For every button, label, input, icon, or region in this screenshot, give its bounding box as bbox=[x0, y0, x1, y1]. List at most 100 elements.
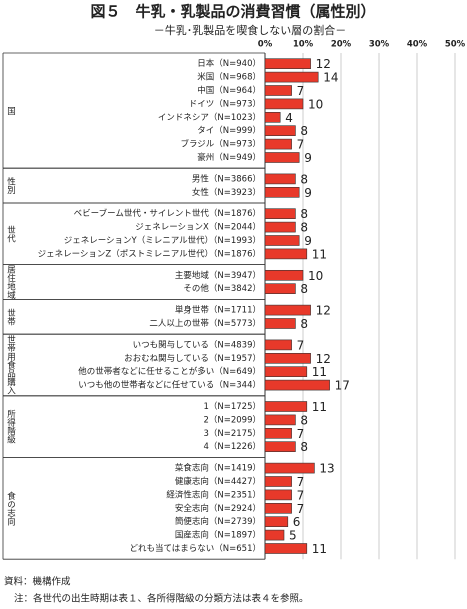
bar bbox=[264, 221, 296, 233]
y-tick-label: ベビーブーム世代・サイレント世代（N=1876） bbox=[74, 208, 261, 219]
x-tick-label: 0% bbox=[258, 40, 273, 50]
value-label: 7 bbox=[297, 488, 305, 502]
bar bbox=[264, 339, 292, 351]
value-label: 8 bbox=[300, 172, 308, 186]
value-label: 8 bbox=[300, 207, 308, 221]
value-label: 17 bbox=[335, 379, 350, 393]
value-label: 7 bbox=[297, 338, 305, 352]
y-tick-label: 菜食志向（N=1419） bbox=[175, 463, 261, 474]
group-label: 世帯用食品購入 bbox=[6, 335, 16, 395]
y-tick-label: 中国（N=964） bbox=[197, 85, 261, 96]
bar bbox=[264, 138, 292, 150]
value-label: 10 bbox=[308, 269, 323, 283]
bar bbox=[264, 462, 315, 474]
value-label: 9 bbox=[304, 234, 312, 248]
value-label: 7 bbox=[297, 427, 305, 441]
y-tick-label: ブラジル（N=973） bbox=[180, 139, 261, 150]
y-tick-label: 豪州（N=949） bbox=[197, 152, 261, 163]
value-label: 8 bbox=[300, 124, 308, 138]
value-label: 14 bbox=[323, 71, 338, 85]
group-label: 世帯 bbox=[6, 308, 16, 327]
y-tick-label: 米国（N=968） bbox=[197, 72, 261, 83]
bar bbox=[264, 235, 300, 246]
bar bbox=[264, 208, 296, 219]
bar bbox=[264, 304, 311, 316]
value-label: 12 bbox=[316, 352, 331, 366]
bar bbox=[264, 112, 281, 123]
value-label: 7 bbox=[297, 84, 305, 98]
value-label: 7 bbox=[297, 502, 305, 516]
value-label: 8 bbox=[300, 282, 308, 296]
bar bbox=[264, 248, 308, 260]
chart-subtitle: －牛乳･乳製品を喫食しない層の割合－ bbox=[154, 23, 347, 37]
value-label: 9 bbox=[304, 151, 312, 165]
value-label: 9 bbox=[304, 186, 312, 200]
y-tick-label: 2（N=2099） bbox=[203, 414, 261, 425]
bar bbox=[264, 379, 330, 391]
value-label: 13 bbox=[319, 462, 334, 476]
y-tick-label: 1（N=1725） bbox=[203, 401, 261, 412]
bar bbox=[264, 476, 292, 487]
group-label: 食の志向 bbox=[6, 491, 16, 526]
y-tick-label: 二人以上の世帯（N=5773） bbox=[149, 318, 261, 329]
group-label: 世代 bbox=[6, 225, 16, 244]
y-tick-label: おおむね関与している（N=1957） bbox=[124, 353, 261, 364]
y-tick-label: 国産志向（N=1897） bbox=[175, 530, 261, 541]
bar bbox=[264, 366, 308, 378]
y-tick-label: タイ（N=999） bbox=[197, 125, 261, 136]
y-tick-label: ドイツ（N=973） bbox=[189, 98, 261, 109]
bar bbox=[264, 318, 296, 329]
bar bbox=[264, 529, 285, 541]
y-tick-label: その他（N=3842） bbox=[183, 283, 261, 294]
x-tick-label: 40% bbox=[407, 40, 428, 50]
bar bbox=[264, 489, 292, 501]
y-tick-label: 経済性志向（N=2351） bbox=[166, 489, 261, 500]
bar bbox=[264, 352, 311, 364]
bar bbox=[264, 427, 292, 439]
value-label: 10 bbox=[308, 97, 323, 111]
chart-title: 図５ 牛乳・乳製品の消費習慣（属性別） bbox=[90, 3, 375, 21]
bar bbox=[264, 414, 296, 426]
group-label: 所得階級 bbox=[6, 409, 16, 445]
bar bbox=[264, 516, 289, 528]
bar bbox=[264, 152, 300, 163]
bar bbox=[264, 173, 296, 185]
x-tick-label: 10% bbox=[293, 40, 314, 50]
bar bbox=[264, 283, 296, 295]
y-tick-label: 他の世帯者などに任せることが多い（N=649） bbox=[78, 366, 261, 377]
bar bbox=[264, 502, 292, 514]
y-tick-label: どれも当てはまらない（N=651） bbox=[129, 543, 261, 554]
bar bbox=[264, 98, 304, 110]
y-tick-label: 簡便志向（N=2739） bbox=[175, 516, 261, 527]
y-tick-label: 健康志向（N=4427） bbox=[175, 476, 261, 487]
value-label: 8 bbox=[300, 413, 308, 427]
bar bbox=[264, 125, 296, 136]
value-label: 8 bbox=[300, 440, 308, 454]
y-tick-label: 4（N=1226） bbox=[203, 441, 261, 452]
value-label: 11 bbox=[312, 542, 327, 556]
y-tick-label: いつも他の世帯者などに任せている（N=344） bbox=[78, 380, 261, 391]
value-label: 7 bbox=[297, 475, 305, 489]
x-tick-label: 30% bbox=[369, 40, 390, 50]
y-tick-label: 女性（N=3923） bbox=[192, 187, 261, 198]
value-label: 11 bbox=[312, 247, 327, 261]
bar bbox=[264, 187, 300, 198]
value-label: 12 bbox=[316, 304, 331, 318]
value-label: 11 bbox=[312, 365, 327, 379]
y-tick-label: 3（N=2175） bbox=[203, 428, 261, 439]
bar bbox=[264, 543, 308, 554]
y-tick-label: 男性（N=3866） bbox=[192, 173, 261, 184]
x-tick-label: 20% bbox=[331, 40, 352, 50]
y-tick-label: ジェネレーションZ（ポストミレニアル世代）（N=1876） bbox=[38, 248, 261, 259]
y-tick-label: 主要地域（N=3947） bbox=[175, 270, 261, 281]
bar bbox=[264, 58, 311, 70]
group-label: 居住地域 bbox=[6, 265, 16, 299]
value-label: 8 bbox=[300, 317, 308, 331]
value-label: 6 bbox=[293, 515, 301, 529]
bar bbox=[264, 401, 308, 412]
value-label: 7 bbox=[297, 138, 305, 152]
y-tick-label: 単身世帯（N=1711） bbox=[175, 305, 261, 316]
value-label: 4 bbox=[285, 111, 293, 125]
y-tick-label: ジェネレーションY（ミレニアル世代）（N=1993） bbox=[64, 235, 261, 246]
